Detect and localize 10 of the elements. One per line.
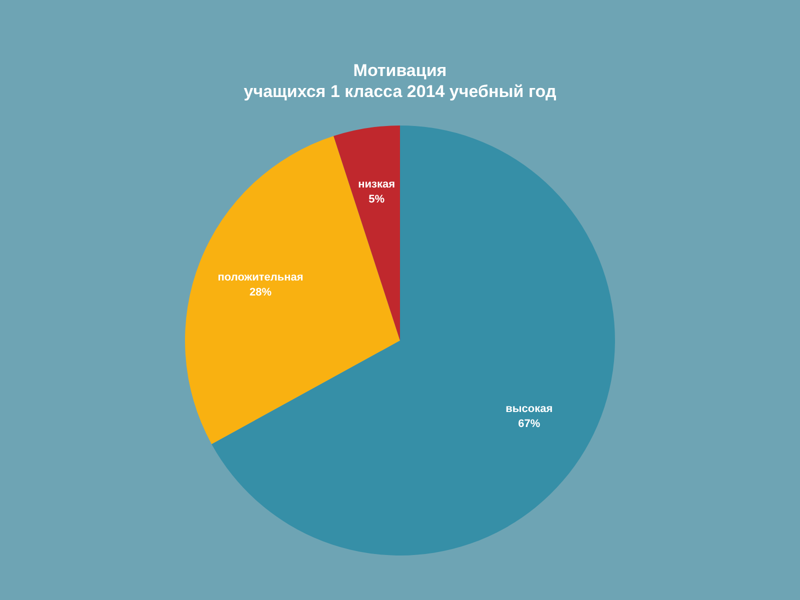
chart-title: Мотивация учащихся 1 класса 2014 учебный год [244,61,556,101]
slice-label: высокая [506,402,553,415]
data-label: 67% [518,418,540,430]
data-label: 28% [250,286,272,298]
slice-label: положительная [218,271,304,284]
pie-slice [212,126,615,556]
data-label: 5% [368,193,385,206]
slice-label: низкая [358,178,395,190]
pie-slice [185,136,400,444]
pie-slice [334,126,400,340]
